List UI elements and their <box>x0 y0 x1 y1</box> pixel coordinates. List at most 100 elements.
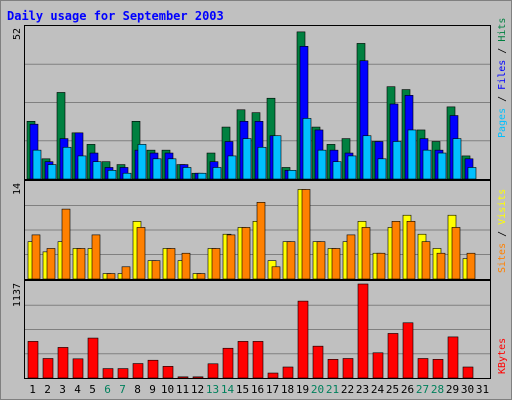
legend-files: Files <box>497 60 508 90</box>
legend-visits: Visits <box>497 189 508 225</box>
bar-kbytes-day-29 <box>447 336 459 379</box>
x-tick-day-27: 27 <box>416 383 429 396</box>
bar-sites-day-22 <box>346 234 356 280</box>
bar-sites-day-10 <box>166 248 176 280</box>
x-tick-day-9: 9 <box>149 383 156 396</box>
legend-hits: Hits <box>497 18 508 42</box>
bar-kbytes-day-26 <box>402 322 414 379</box>
bar-kbytes-day-15 <box>237 341 249 379</box>
bar-sites-day-19 <box>301 189 311 280</box>
bar-sites-day-17 <box>271 266 281 280</box>
x-tick-day-13: 13 <box>206 383 219 396</box>
x-tick-day-6: 6 <box>104 383 111 396</box>
x-tick-day-20: 20 <box>311 383 324 396</box>
bar-pages-day-13 <box>212 167 222 180</box>
x-tick-day-23: 23 <box>356 383 369 396</box>
x-tick-day-21: 21 <box>326 383 339 396</box>
bar-sites-day-20 <box>316 241 326 280</box>
x-tick-day-15: 15 <box>236 383 249 396</box>
bar-pages-day-9 <box>152 158 162 180</box>
legend-middle: Sites / Visits <box>497 189 508 273</box>
x-tick-day-3: 3 <box>59 383 66 396</box>
x-tick-day-16: 16 <box>251 383 264 396</box>
bar-sites-day-30 <box>466 252 476 280</box>
bar-pages-day-11 <box>182 167 192 180</box>
x-tick-day-28: 28 <box>431 383 444 396</box>
bar-pages-day-12 <box>197 172 207 180</box>
x-tick-day-7: 7 <box>119 383 126 396</box>
bar-sites-day-16 <box>256 202 266 280</box>
legend-separator: / <box>497 42 508 60</box>
bar-sites-day-24 <box>376 252 386 280</box>
bar-pages-day-18 <box>287 170 297 180</box>
bar-kbytes-day-9 <box>147 359 159 379</box>
x-tick-day-31: 31 <box>476 383 489 396</box>
x-tick-day-17: 17 <box>266 383 279 396</box>
bar-sites-day-15 <box>241 227 251 280</box>
bar-pages-day-22 <box>347 155 357 180</box>
chart-title: Daily usage for September 2003 <box>7 9 224 23</box>
x-tick-day-4: 4 <box>74 383 81 396</box>
bar-kbytes-day-10 <box>162 366 174 379</box>
bar-pages-day-8 <box>137 144 147 180</box>
bar-kbytes-day-16 <box>252 341 264 379</box>
bar-kbytes-day-3 <box>57 347 69 379</box>
bar-kbytes-day-6 <box>102 368 114 379</box>
legend-separator: / <box>497 90 508 108</box>
bottom-max-label: 1137 <box>12 283 23 307</box>
legend-top: Pages / Files / Hits <box>497 18 508 138</box>
legend-sites: Sites <box>497 243 508 273</box>
bar-kbytes-day-27 <box>417 358 429 379</box>
bar-kbytes-day-11 <box>177 376 189 379</box>
bar-pages-day-14 <box>227 155 237 180</box>
x-tick-day-2: 2 <box>44 383 51 396</box>
bar-sites-day-23 <box>361 227 371 280</box>
bar-kbytes-day-14 <box>222 347 234 379</box>
bar-kbytes-day-1 <box>27 341 39 379</box>
bar-kbytes-day-24 <box>372 352 384 379</box>
bar-kbytes-day-25 <box>387 333 399 379</box>
bar-pages-day-10 <box>167 158 177 180</box>
bar-pages-day-26 <box>407 129 417 180</box>
bar-kbytes-day-2 <box>42 358 54 379</box>
bar-kbytes-day-4 <box>72 358 84 379</box>
bar-sites-day-13 <box>211 248 221 280</box>
bar-sites-day-9 <box>151 260 161 280</box>
x-tick-day-30: 30 <box>461 383 474 396</box>
bar-sites-day-8 <box>136 227 146 280</box>
bar-pages-day-25 <box>392 141 402 180</box>
bar-pages-day-30 <box>467 167 477 180</box>
x-tick-day-10: 10 <box>161 383 174 396</box>
bar-pages-day-5 <box>92 161 102 180</box>
x-tick-day-29: 29 <box>446 383 459 396</box>
bar-pages-day-6 <box>107 170 117 180</box>
bar-sites-day-11 <box>181 252 191 280</box>
bar-sites-day-26 <box>406 221 416 280</box>
bar-pages-day-20 <box>317 149 327 180</box>
bar-pages-day-16 <box>257 146 267 180</box>
bar-pages-day-7 <box>122 172 132 180</box>
bar-pages-day-28 <box>437 152 447 180</box>
bar-kbytes-day-23 <box>357 283 369 379</box>
top-max-label: 52 <box>12 28 23 40</box>
bar-pages-day-15 <box>242 138 252 180</box>
bar-pages-day-4 <box>77 155 87 180</box>
bar-pages-day-24 <box>377 158 387 180</box>
x-tick-day-24: 24 <box>371 383 385 396</box>
bar-kbytes-day-8 <box>132 363 144 379</box>
bar-sites-day-7 <box>121 266 131 280</box>
x-tick-day-1: 1 <box>29 383 36 396</box>
bar-kbytes-day-19 <box>297 300 309 379</box>
bar-sites-day-6 <box>106 273 116 280</box>
bar-sites-day-27 <box>421 241 431 280</box>
bar-sites-day-14 <box>226 234 236 280</box>
legend-separator: / <box>497 225 508 243</box>
x-tick-day-22: 22 <box>341 383 354 396</box>
bar-sites-day-29 <box>451 227 461 280</box>
bar-kbytes-day-22 <box>342 358 354 379</box>
bar-pages-day-2 <box>47 164 57 180</box>
x-tick-day-19: 19 <box>296 383 309 396</box>
bar-sites-day-2 <box>46 248 56 280</box>
